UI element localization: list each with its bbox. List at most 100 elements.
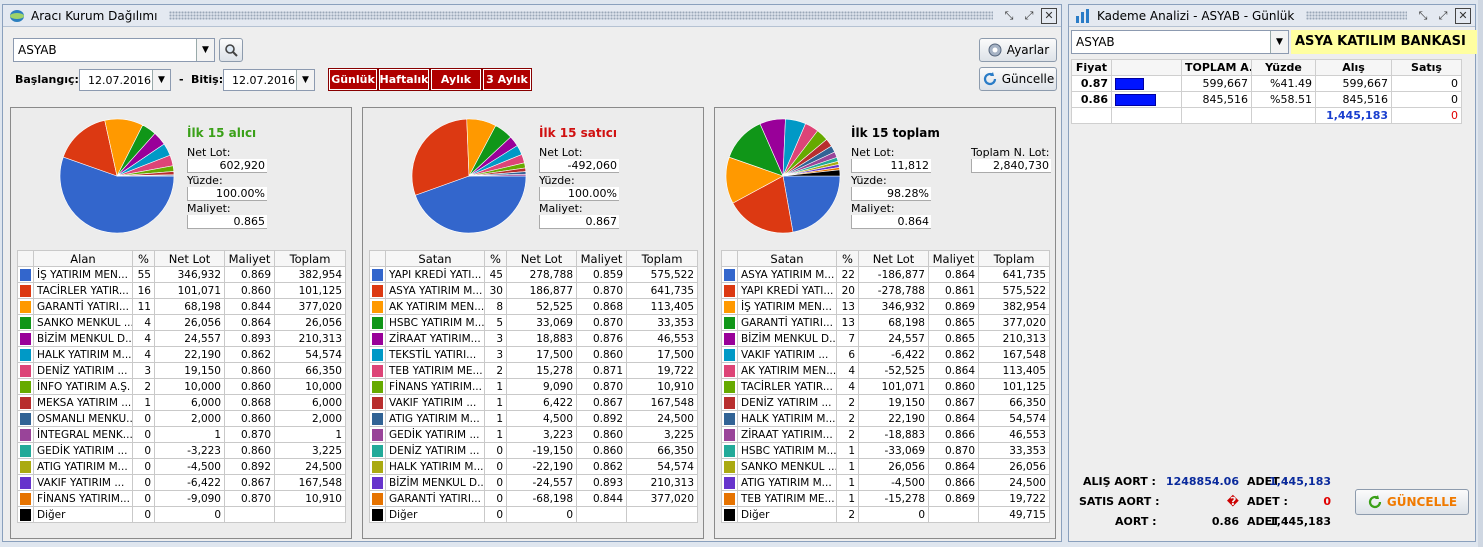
table-row[interactable]: AK YATIRIM MEN... 8 52,525 0.868 113,405 — [369, 298, 698, 315]
table-row[interactable]: VAKIF YATIRIM ... 1 6,422 0.867 167,548 — [369, 394, 698, 411]
table-row[interactable]: YAPI KREDİ YATI... 20 -278,788 0.861 575,522 — [721, 282, 1050, 299]
refresh-button[interactable]: Güncelle — [979, 67, 1057, 91]
table-row[interactable]: HSBC YATIRIM M... 5 33,069 0.870 33,353 — [369, 314, 698, 331]
table-row[interactable]: DENİZ YATIRIM ... 0 -19,150 0.860 66,350 — [369, 442, 698, 459]
column-header[interactable]: Satan — [737, 250, 837, 267]
table-row[interactable]: GARANTİ YATIRI... 11 68,198 0.844 377,020 — [17, 298, 346, 315]
maximize-icon[interactable]: ⤢ — [1438, 8, 1448, 22]
maximize-icon[interactable]: ⤢ — [1024, 8, 1034, 22]
depth-refresh-button[interactable]: GÜNCELLE — [1355, 489, 1469, 515]
column-header[interactable]: Net Lot — [506, 250, 577, 267]
depth-row[interactable]: 0.87 599,667 %41.49 599,667 0 — [1071, 75, 1462, 92]
column-header[interactable]: Maliyet — [928, 250, 979, 267]
close-icon[interactable]: ✕ — [1455, 7, 1471, 24]
minimize-icon[interactable]: ⤡ — [1418, 8, 1428, 22]
end-date-picker[interactable]: 12.07.2016 ▼ — [223, 69, 315, 91]
table-row[interactable]: TACİRLER YATIR... 4 101,071 0.860 101,125 — [721, 378, 1050, 395]
column-header[interactable]: % — [836, 250, 859, 267]
broker-name: BİZİM MENKUL D... — [385, 474, 485, 491]
chevron-down-icon[interactable]: ▼ — [1270, 31, 1288, 53]
minimize-icon[interactable]: ⤡ — [1004, 8, 1014, 22]
table-row[interactable]: BİZİM MENKUL D... 7 24,557 0.865 210,313 — [721, 330, 1050, 347]
table-row[interactable]: GEDİK YATIRIM ... 1 3,223 0.860 3,225 — [369, 426, 698, 443]
table-row[interactable]: GARANTİ YATIRI... 13 68,198 0.865 377,020 — [721, 314, 1050, 331]
settings-button[interactable]: Ayarlar — [979, 38, 1057, 62]
start-date-picker[interactable]: 12.07.2016 ▼ — [79, 69, 171, 91]
period-3month-button[interactable]: 3 Aylık — [482, 68, 532, 91]
table-row[interactable]: TEB YATIRIM ME... 1 -15,278 0.869 19,722 — [721, 490, 1050, 507]
table-row[interactable]: ATIG YATIRIM M... 1 4,500 0.892 24,500 — [369, 410, 698, 427]
chevron-down-icon[interactable]: ▼ — [152, 70, 170, 90]
left-titlebar[interactable]: Aracı Kurum Dağılımı ⤡ ⤢ ✕ — [3, 5, 1061, 27]
column-header[interactable]: Alan — [33, 250, 133, 267]
close-icon[interactable]: ✕ — [1041, 7, 1057, 24]
column-header[interactable]: Fiyat — [1071, 59, 1112, 76]
period-monthly-button[interactable]: Aylık — [430, 68, 482, 91]
table-row[interactable]: FİNANS YATIRIM... 1 9,090 0.870 10,910 — [369, 378, 698, 395]
search-button[interactable] — [219, 38, 243, 62]
column-header[interactable]: % — [484, 250, 507, 267]
table-row[interactable]: ASYA YATIRIM M... 30 186,877 0.870 641,735 — [369, 282, 698, 299]
depth-symbol-select[interactable]: ASYAB ▼ — [1071, 30, 1289, 54]
table-row[interactable]: AK YATIRIM MEN... 4 -52,525 0.864 113,405 — [721, 362, 1050, 379]
table-row[interactable]: VAKIF YATIRIM ... 0 -6,422 0.867 167,548 — [17, 474, 346, 491]
column-header[interactable]: Net Lot — [154, 250, 225, 267]
cost-cell: 0.893 — [224, 330, 275, 347]
column-header[interactable]: Toplam — [274, 250, 346, 267]
depth-row[interactable]: 0.86 845,516 %58.51 845,516 0 — [1071, 91, 1462, 108]
table-row[interactable]: İŞ YATIRIM MEN... 13 346,932 0.869 382,954 — [721, 298, 1050, 315]
column-header[interactable]: Satan — [385, 250, 485, 267]
table-row[interactable]: İŞ YATIRIM MEN... 55 346,932 0.869 382,954 — [17, 266, 346, 283]
table-row[interactable]: GARANTİ YATIRI... 0 -68,198 0.844 377,020 — [369, 490, 698, 507]
table-row[interactable]: MEKSA YATIRIM ... 1 6,000 0.868 6,000 — [17, 394, 346, 411]
table-row[interactable]: DENİZ YATIRIM ... 2 19,150 0.867 66,350 — [721, 394, 1050, 411]
table-row[interactable]: Diğer 2 0 49,715 — [721, 506, 1050, 523]
period-weekly-button[interactable]: Haftalık — [378, 68, 430, 91]
symbol-select[interactable]: ASYAB ▼ — [13, 38, 215, 62]
table-row[interactable]: BİZİM MENKUL D... 4 24,557 0.893 210,313 — [17, 330, 346, 347]
column-header[interactable]: Yüzde — [1251, 59, 1316, 76]
table-row[interactable]: OSMANLI MENKU... 0 2,000 0.860 2,000 — [17, 410, 346, 427]
table-row[interactable]: Diğer 0 0 — [369, 506, 698, 523]
column-header[interactable]: Maliyet — [576, 250, 627, 267]
table-row[interactable]: BİZİM MENKUL D... 0 -24,557 0.893 210,313 — [369, 474, 698, 491]
table-row[interactable]: ASYA YATIRIM M... 22 -186,877 0.864 641,735 — [721, 266, 1050, 283]
table-row[interactable]: HALK YATIRIM M... 2 22,190 0.864 54,574 — [721, 410, 1050, 427]
table-row[interactable]: SANKO MENKUL ... 1 26,056 0.864 26,056 — [721, 458, 1050, 475]
table-row[interactable]: TACİRLER YATIR... 16 101,071 0.860 101,125 — [17, 282, 346, 299]
column-header[interactable]: TOPLAM A... — [1181, 59, 1252, 76]
chevron-down-icon[interactable]: ▼ — [296, 70, 314, 90]
column-header[interactable]: Alış — [1315, 59, 1392, 76]
table-row[interactable]: VAKIF YATIRIM ... 6 -6,422 0.862 167,548 — [721, 346, 1050, 363]
table-row[interactable]: YAPI KREDİ YATI... 45 278,788 0.859 575,522 — [369, 266, 698, 283]
table-row[interactable]: DENİZ YATIRIM ... 3 19,150 0.860 66,350 — [17, 362, 346, 379]
net-lot-cell: 24,557 — [858, 330, 929, 347]
table-row[interactable]: ZİRAAT YATIRIM... 3 18,883 0.876 46,553 — [369, 330, 698, 347]
table-row[interactable]: HALK YATIRIM M... 4 22,190 0.862 54,574 — [17, 346, 346, 363]
table-row[interactable]: İNTEGRAL MENK... 0 1 0.870 1 — [17, 426, 346, 443]
table-row[interactable]: ATIG YATIRIM M... 1 -4,500 0.866 24,500 — [721, 474, 1050, 491]
table-row[interactable]: Diğer 0 0 — [17, 506, 346, 523]
column-header[interactable]: % — [132, 250, 155, 267]
column-header[interactable]: Satış — [1391, 59, 1462, 76]
column-header[interactable]: Maliyet — [224, 250, 275, 267]
right-titlebar[interactable]: Kademe Analizi - ASYAB - Günlük ⤡ ⤢ ✕ — [1069, 5, 1475, 27]
table-row[interactable]: GEDİK YATIRIM ... 0 -3,223 0.860 3,225 — [17, 442, 346, 459]
column-header[interactable]: Net Lot — [858, 250, 929, 267]
period-daily-button[interactable]: Günlük — [328, 68, 378, 91]
percent-cell: 4 — [836, 362, 859, 379]
chevron-down-icon[interactable]: ▼ — [196, 39, 214, 61]
table-row[interactable]: ZİRAAT YATIRIM... 2 -18,883 0.866 46,553 — [721, 426, 1050, 443]
table-row[interactable]: HSBC YATIRIM M... 1 -33,069 0.870 33,353 — [721, 442, 1050, 459]
table-row[interactable]: TEB YATIRIM ME... 2 15,278 0.871 19,722 — [369, 362, 698, 379]
pie-slice — [59, 156, 175, 234]
table-row[interactable]: FİNANS YATIRIM... 0 -9,090 0.870 10,910 — [17, 490, 346, 507]
column-header[interactable]: Toplam — [978, 250, 1050, 267]
table-row[interactable]: TEKSTİL YATIRI... 3 17,500 0.860 17,500 — [369, 346, 698, 363]
column-header[interactable]: Toplam — [626, 250, 698, 267]
table-row[interactable]: ATIG YATIRIM M... 0 -4,500 0.892 24,500 — [17, 458, 346, 475]
column-header[interactable] — [1111, 59, 1182, 76]
table-row[interactable]: HALK YATIRIM M... 0 -22,190 0.862 54,574 — [369, 458, 698, 475]
table-row[interactable]: İNFO YATIRIM A.Ş. 2 10,000 0.860 10,000 — [17, 378, 346, 395]
table-row[interactable]: SANKO MENKUL ... 4 26,056 0.864 26,056 — [17, 314, 346, 331]
